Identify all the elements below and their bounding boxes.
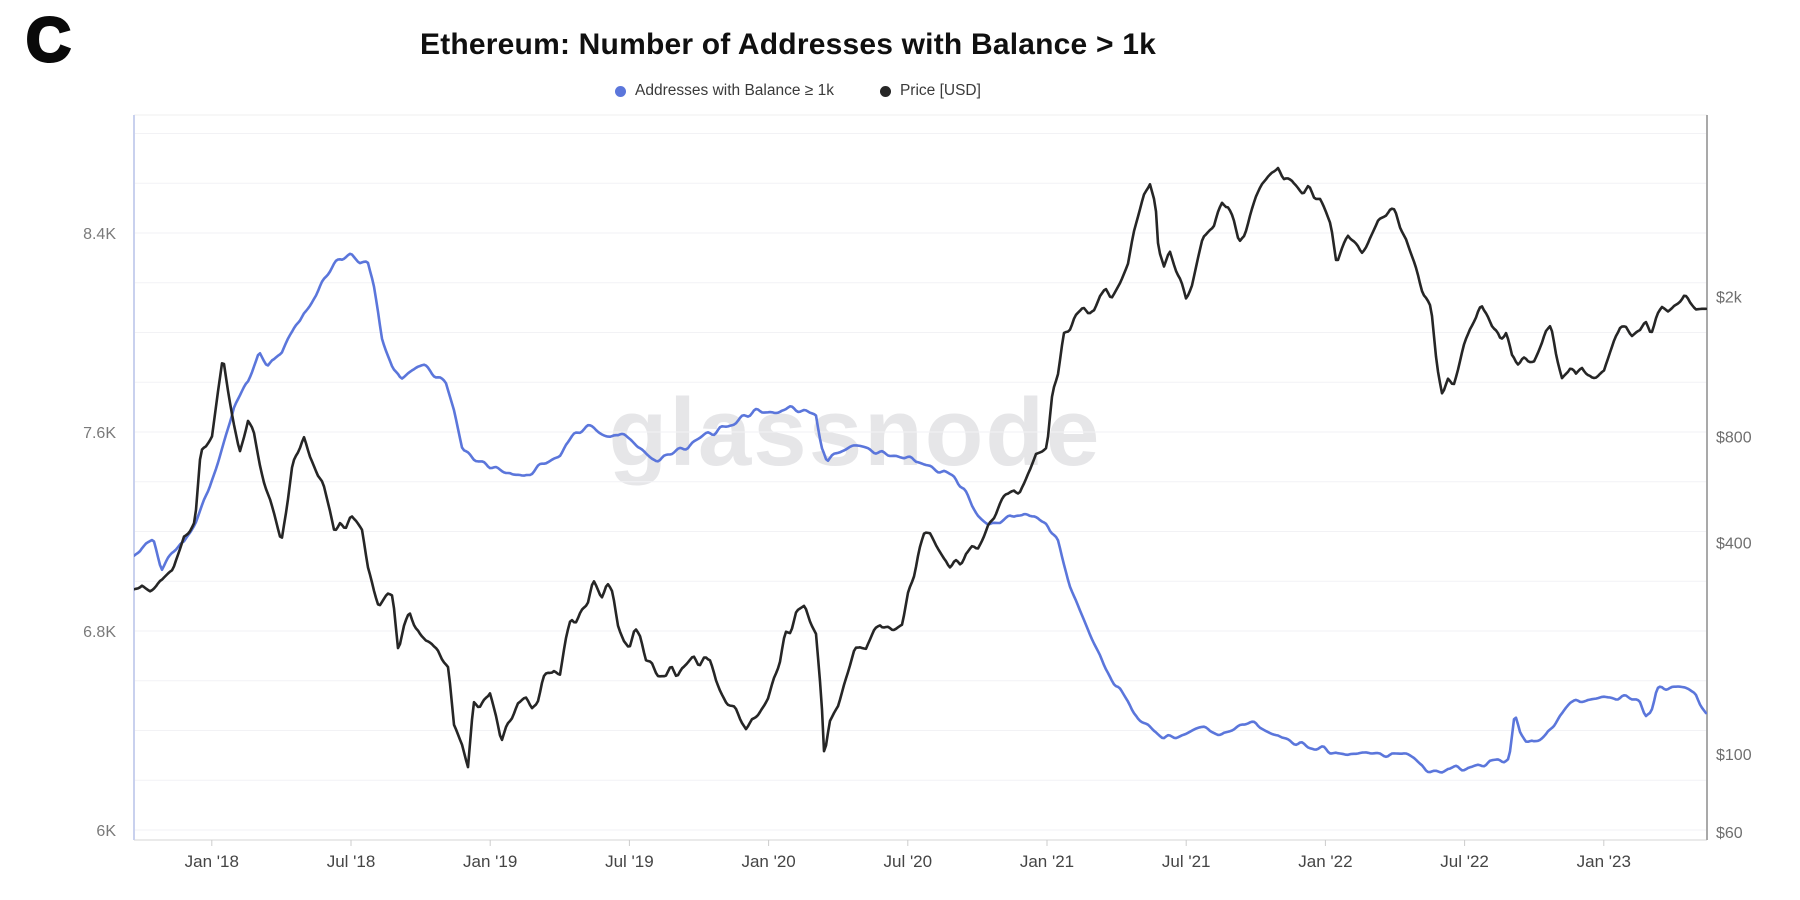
price-legend-dot-icon: [879, 85, 891, 97]
x-tick-label: Jan '19: [463, 852, 517, 871]
addresses-legend-dot-icon: [615, 85, 627, 97]
y-right-tick-label: $400: [1716, 535, 1752, 552]
y-left-tick-label: 8.4K: [83, 226, 116, 243]
y-left-tick-label: 6K: [96, 823, 116, 840]
legend-label: Addresses with Balance ≥ 1k: [635, 82, 834, 99]
y-right-tick-label: $800: [1716, 430, 1752, 447]
x-tick-label: Jul '19: [605, 852, 654, 871]
y-right-tick-label: $60: [1716, 825, 1743, 842]
y-right-tick-label: $2k: [1716, 290, 1743, 307]
gridlines: [134, 133, 1707, 831]
plot-frame: [133, 114, 1708, 846]
x-tick-label: Jul '18: [327, 852, 376, 871]
legend-item-addresses[interactable]: Addresses with Balance ≥ 1k: [615, 82, 834, 100]
y-left-tick-label: 6.8K: [83, 624, 116, 641]
x-tick-label: Jan '18: [185, 852, 239, 871]
legend-label: Price [USD]: [899, 82, 981, 99]
x-tick-label: Jan '23: [1577, 852, 1631, 871]
x-tick-label: Jul '22: [1440, 852, 1489, 871]
price-series-line: [134, 166, 1707, 769]
x-tick-label: Jul '21: [1162, 852, 1211, 871]
legend: Addresses with Balance ≥ 1k Price [USD]: [0, 82, 1596, 100]
x-tick-label: Jul '20: [883, 852, 932, 871]
y-left-tick-label: 7.6K: [83, 425, 116, 442]
addresses-series-line: [134, 252, 1707, 774]
axis-labels: 6K 6.8K 7.6K 8.4K $60 $100 $400 $800 $2k Jan '18 J…: [83, 226, 1752, 871]
chart-title: Ethereum: Number of Addresses with Balan…: [419, 28, 1156, 61]
site-logo: C: [25, 6, 73, 75]
y-right-tick-label: $100: [1716, 747, 1752, 764]
x-tick-label: Jan '22: [1298, 852, 1352, 871]
legend-item-price[interactable]: Price [USD]: [879, 82, 981, 100]
x-tick-label: Jan '20: [741, 852, 795, 871]
x-tick-label: Jan '21: [1020, 852, 1074, 871]
